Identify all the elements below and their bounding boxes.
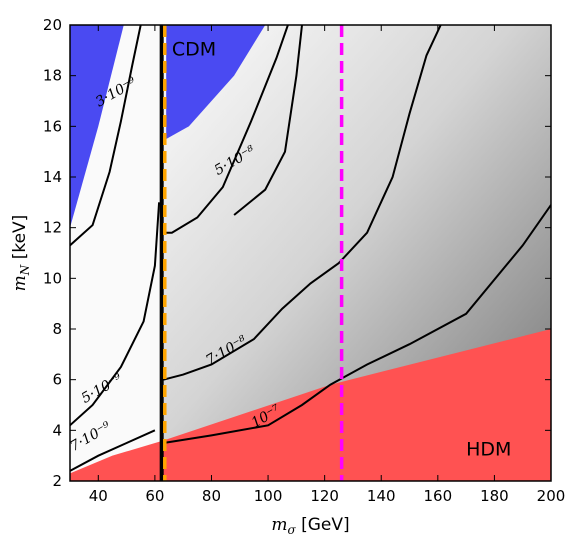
x-tick-label: 200 — [537, 487, 566, 505]
y-tick-label: 6 — [52, 371, 62, 389]
y-tick-label: 10 — [43, 269, 62, 287]
contour-line-0 — [70, 25, 142, 247]
contour-line-4 — [163, 25, 442, 381]
y-tick-label: 12 — [43, 219, 62, 237]
x-tick-label: 180 — [480, 487, 509, 505]
y-tick-label: 2 — [52, 472, 62, 490]
contour-line-2 — [70, 202, 161, 427]
plot-frame — [69, 24, 552, 482]
x-tick-label: 60 — [145, 487, 164, 505]
contour-line-3 — [70, 429, 156, 472]
contour-line-1 — [163, 25, 289, 234]
cdm-region-label: CDM — [172, 38, 216, 60]
y-tick-label: 16 — [43, 117, 62, 135]
x-tick-label: 40 — [89, 487, 108, 505]
y-tick-label: 4 — [52, 421, 62, 439]
x-tick-label: 160 — [424, 487, 453, 505]
region-cdm — [70, 25, 124, 228]
y-tick-label: 14 — [43, 168, 62, 186]
contour-line-6 — [163, 204, 551, 444]
y-tick-label: 18 — [43, 67, 62, 85]
x-tick-label: 100 — [254, 487, 283, 505]
x-axis-title: mσ [GeV] — [271, 515, 349, 537]
y-tick-label: 20 — [43, 16, 62, 34]
region-hdm — [70, 329, 551, 481]
x-tick-label: 120 — [310, 487, 339, 505]
region-cdm-right — [166, 25, 266, 139]
plot-area: 3·10⁻⁹5·10⁻⁸5·10⁻⁹7·10⁻⁹7·10⁻⁸10⁻⁷ — [70, 25, 551, 481]
y-axis-title: mN [keV] — [10, 215, 32, 292]
axes: 40 60 80 100 120 140 160 180 200 2 4 6 8 10 12 14 16 18 20 — [43, 16, 565, 505]
hdm-region-label: HDM — [466, 439, 511, 461]
x-tick-label: 140 — [367, 487, 396, 505]
y-tick-label: 8 — [52, 320, 62, 338]
x-tick-label: 80 — [202, 487, 221, 505]
contour-line-5 — [233, 25, 303, 216]
